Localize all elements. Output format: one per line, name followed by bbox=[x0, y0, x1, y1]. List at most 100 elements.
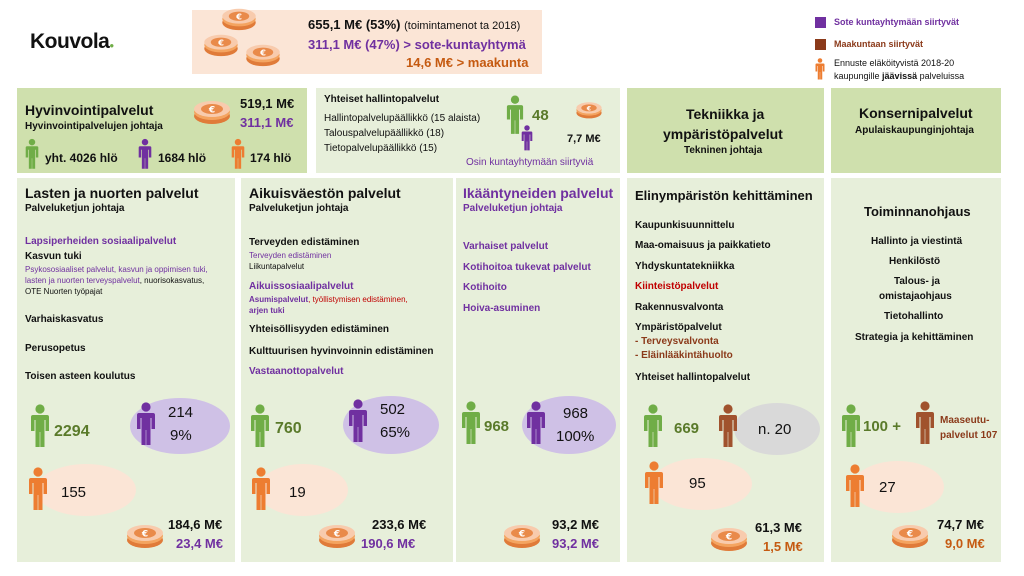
tekniikka-subtitle: Tekninen johtaja bbox=[684, 145, 763, 156]
elinymparisto-money-maakunta: 1,5 M€ bbox=[763, 539, 803, 554]
legend-sote-swatch bbox=[815, 17, 826, 28]
lasten-item-2-sub-3: OTE Nuorten työpajat bbox=[25, 287, 103, 296]
lasten-item-2-sub-1: Psykososiaaliset palvelut, kasvun ja opp… bbox=[25, 265, 208, 274]
ikaantyneet-staff-total: 968 bbox=[484, 418, 510, 435]
lasten-item-3: Varhaiskasvatus bbox=[25, 314, 104, 325]
elinymparisto-retire-ellipse bbox=[652, 458, 752, 510]
elinymparisto-item-ymparisto: Ympäristöpalvelut bbox=[635, 322, 722, 333]
elinymparisto-retire-icon bbox=[645, 461, 663, 504]
toiminnan-money-total: 74,7 M€ bbox=[937, 517, 984, 532]
euro-coins-icon bbox=[204, 8, 280, 67]
aikuis-item-1-sub-1: Terveyden edistäminen bbox=[249, 251, 332, 260]
lasten-item-4: Perusopetus bbox=[25, 343, 86, 354]
hyvinvointi-staff-retire: 174 hlö bbox=[250, 151, 292, 165]
elinymparisto-item-2: Maa-omaisuus ja paikkatieto bbox=[635, 240, 771, 251]
toiminnan-retire-icon bbox=[846, 464, 864, 507]
elinymparisto-staff-icon bbox=[644, 404, 662, 447]
ikaantyneet-panel bbox=[456, 178, 620, 562]
aikuis-coin-icon bbox=[319, 525, 355, 548]
ikaantyneet-staff-icon bbox=[462, 401, 480, 444]
konserni-title: Konsernipalvelut bbox=[859, 105, 973, 121]
toiminnan-item-henkilosto: Henkilöstö bbox=[889, 256, 941, 267]
lasten-staff-icon bbox=[31, 404, 49, 447]
konserni-header bbox=[831, 88, 1001, 173]
hyvinvointi-staff-sote: 1684 hlö bbox=[158, 151, 207, 165]
aikuis-item-5: Vastaanottopalvelut bbox=[249, 366, 344, 377]
toiminnan-item-tietohallinto: Tietohallinto bbox=[884, 311, 944, 322]
lasten-subtitle: Palveluketjun johtaja bbox=[25, 203, 125, 214]
aikuis-money-sote: 190,6 M€ bbox=[361, 536, 416, 551]
toiminnan-money-maakunta: 9,0 M€ bbox=[945, 536, 985, 551]
yhteiset-coin-icon bbox=[576, 102, 602, 119]
toiminnan-retire: 27 bbox=[879, 479, 896, 496]
yhteiset-sote-icon bbox=[521, 125, 533, 151]
lasten-item-5: Toisen asteen koulutus bbox=[25, 371, 136, 382]
hyvinvointi-total: 519,1 M€ bbox=[240, 96, 295, 111]
aikuis-retire-icon bbox=[252, 467, 270, 510]
elinymparisto-maakunta-icon bbox=[719, 404, 737, 447]
hyvinvointi-coin-icon bbox=[194, 101, 230, 124]
toiminnan-title: Toiminnanohjaus bbox=[864, 204, 971, 219]
hyvinvointi-sote: 311,1 M€ bbox=[240, 115, 294, 130]
ikaantyneet-coin-icon bbox=[504, 525, 540, 548]
aikuis-item-2: Aikuissosiaalipalvelut bbox=[249, 281, 354, 292]
aikuis-item-4: Kulttuurisen hyvinvoinnin edistäminen bbox=[249, 346, 434, 357]
legend-sote: Sote kuntayhtymään siirtyvät bbox=[834, 17, 960, 27]
lasten-item-2-sub-2: lasten ja nuorten terveyspalvelut, nuori… bbox=[25, 276, 205, 285]
yhteiset-panel bbox=[316, 88, 620, 173]
toiminnan-item-strategia: Strategia ja kehittäminen bbox=[855, 332, 974, 343]
aikuis-subtitle: Palveluketjun johtaja bbox=[249, 203, 349, 214]
legend-maakunta-swatch bbox=[815, 39, 826, 50]
ikaantyneet-sote-icon bbox=[527, 401, 545, 444]
hyvinvointi-staff-icon bbox=[25, 138, 39, 169]
hyvinvointi-header bbox=[17, 88, 307, 173]
lasten-retire: 155 bbox=[61, 484, 87, 501]
elinymparisto-coin-icon bbox=[711, 528, 747, 551]
elinymparisto-sub-2: - Eläinlääkintähuolto bbox=[635, 350, 733, 361]
tekniikka-title-2: ympäristöpalvelut bbox=[663, 126, 783, 142]
yhteiset-item-2: Talouspalvelupäällikkö (18) bbox=[324, 128, 445, 139]
budget-maakunta: 14,6 M€ > maakunta bbox=[406, 55, 529, 70]
elinymparisto-item-rakennusvalvonta: Rakennusvalvonta bbox=[635, 302, 724, 313]
elinymparisto-sub-1: - Terveysvalvonta bbox=[635, 336, 719, 347]
toiminnan-item-talous-1: Talous- ja bbox=[894, 276, 940, 287]
aikuis-item-2-sub-2: arjen tuki bbox=[249, 306, 285, 315]
ikaantyneet-item-3: Kotihoito bbox=[463, 282, 507, 293]
aikuis-title: Aikuisväestön palvelut bbox=[249, 185, 401, 201]
ikaantyneet-money-total: 93,2 M€ bbox=[552, 517, 599, 532]
tekniikka-header bbox=[627, 88, 824, 173]
aikuis-sote-count: 502 bbox=[380, 401, 406, 418]
lasten-retire-icon bbox=[29, 467, 47, 510]
hyvinvointi-retire-icon bbox=[231, 138, 245, 169]
hyvinvointi-sote-icon bbox=[138, 138, 152, 169]
aikuis-retire-ellipse bbox=[258, 464, 348, 516]
ikaantyneet-sote-pct: 100% bbox=[556, 428, 595, 445]
ikaantyneet-item-1: Varhaiset palvelut bbox=[463, 241, 549, 252]
legend-ennuste-line1: Ennuste eläköityvistä 2018-20 bbox=[834, 58, 955, 68]
elinymparisto-staff-total: 669 bbox=[674, 420, 700, 437]
lasten-money-sote: 23,4 M€ bbox=[176, 536, 223, 551]
elinymparisto-maakunta-ellipse bbox=[734, 403, 820, 455]
elinymparisto-maakunta: n. 20 bbox=[758, 421, 792, 438]
aikuis-item-1-sub-2: Liikuntapalvelut bbox=[249, 262, 305, 271]
aikuis-item-3: Yhteisöllisyyden edistäminen bbox=[249, 324, 390, 335]
yhteiset-staff: 48 bbox=[532, 107, 549, 124]
budget-sote: 311,1 M€ (47%) > sote-kuntayhtymä bbox=[308, 37, 526, 52]
yhteiset-item-3: Tietopalvelupäällikkö (15) bbox=[324, 143, 438, 154]
yhteiset-note: Osin kuntayhtymään siirtyviä bbox=[466, 157, 594, 168]
yhteiset-title: Yhteiset hallintopalvelut bbox=[324, 94, 440, 105]
lasten-item-2: Kasvun tuki bbox=[25, 251, 82, 262]
ikaantyneet-title: Ikääntyneiden palvelut bbox=[463, 185, 614, 201]
hyvinvointi-staff-total: yht. 4026 hlö bbox=[45, 151, 118, 165]
toiminnan-item-hallinto: Hallinto ja viestintä bbox=[871, 236, 963, 247]
aikuis-item-1: Terveyden edistäminen bbox=[249, 237, 360, 248]
elinymparisto-money-total: 61,3 M€ bbox=[755, 520, 802, 535]
aikuis-sote-icon bbox=[349, 399, 367, 442]
budget-total: 655,1 M€ (53%) (toimintamenot ta 2018) bbox=[308, 17, 521, 32]
toiminnan-maaseutu-icon bbox=[916, 401, 934, 444]
elinymparisto-title: Elinympäristön kehittäminen bbox=[635, 188, 813, 203]
yhteiset-item-1: Hallintopalvelupäällikkö (15 alaista) bbox=[324, 113, 481, 124]
toiminnan-retire-ellipse bbox=[852, 461, 944, 513]
lasten-staff-total: 2294 bbox=[54, 423, 90, 440]
elinymparisto-item-3: Yhdyskuntatekniikka bbox=[635, 261, 735, 272]
